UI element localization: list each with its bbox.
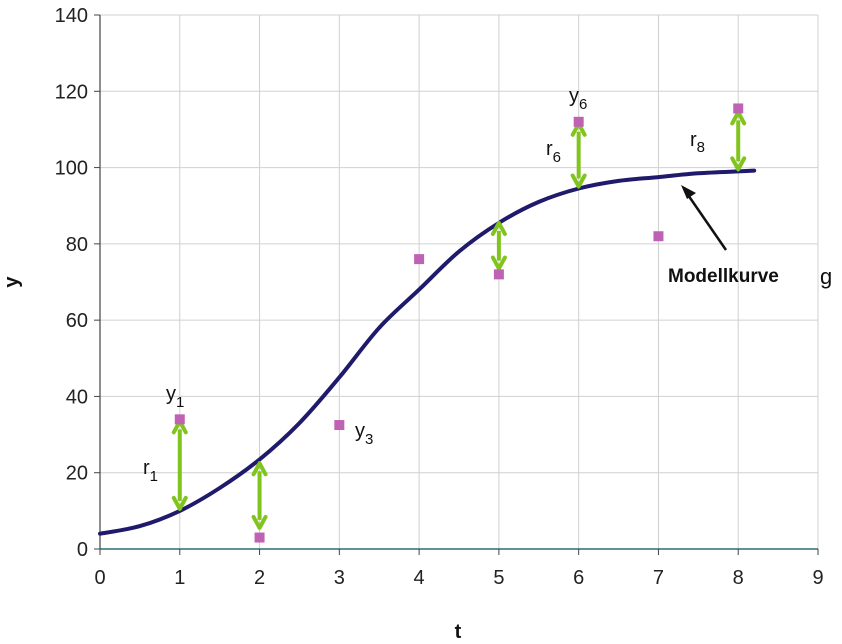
x-tick-label: 6	[573, 567, 584, 589]
x-tick-label: 1	[174, 567, 185, 589]
residual-head-bottom	[171, 495, 188, 511]
tick-labels: 0 1 2 3 4 5 6 7 8 9 0 20 40 60 80 100 120 140	[55, 5, 824, 589]
residual-head-bottom	[490, 255, 507, 271]
label-y1: y1	[166, 383, 184, 411]
model-callout-arrowhead	[681, 185, 696, 199]
residual-head-top	[251, 461, 268, 477]
x-axis-title: t	[455, 621, 462, 643]
data-point	[174, 414, 185, 425]
residual-head-bottom	[251, 514, 268, 530]
data-point	[733, 103, 744, 114]
data-point	[334, 420, 345, 431]
y-tick-label: 0	[77, 539, 88, 561]
label-modellkurve: Modellkurve	[668, 266, 779, 287]
residual-arrow	[251, 461, 268, 530]
data-point	[493, 269, 504, 280]
residual-head-bottom	[570, 173, 587, 189]
x-tick-label: 4	[414, 567, 425, 589]
model-curve-layer	[98, 168, 757, 536]
data-point	[254, 532, 265, 543]
label-r6: r6	[546, 138, 561, 166]
residual-head-top	[490, 220, 507, 236]
x-tick-label: 5	[493, 567, 504, 589]
label-y3: y3	[355, 420, 373, 448]
y-tick-label: 40	[66, 386, 88, 408]
residual-arrow	[730, 110, 747, 172]
y-tick-label: 80	[66, 234, 88, 256]
x-tick-label: 0	[94, 567, 105, 589]
model-callout-line	[684, 191, 728, 251]
x-tick-label: 9	[812, 567, 823, 589]
y-tick-label: 100	[55, 158, 88, 180]
grid	[100, 14, 819, 549]
residual-arrow	[570, 121, 587, 189]
data-point	[573, 116, 584, 127]
label-r1: r1	[143, 457, 158, 485]
annotations: y1 r1 y3 y6 r6 r8 Modellkurve g	[143, 85, 832, 485]
data-point	[414, 254, 425, 265]
y-axis-title: y	[1, 276, 23, 288]
data-point	[653, 231, 664, 242]
label-model-g: g	[820, 264, 832, 289]
model-curve	[98, 168, 757, 536]
x-tick-label: 2	[254, 567, 265, 589]
x-tick-label: 3	[334, 567, 345, 589]
residual-head-bottom	[730, 156, 747, 172]
x-tick-label: 8	[733, 567, 744, 589]
axes	[94, 14, 819, 555]
residual-arrow	[490, 220, 507, 271]
y-tick-label: 120	[55, 81, 88, 103]
data-points	[174, 103, 744, 543]
label-y6: y6	[569, 85, 587, 113]
y-tick-label: 20	[66, 463, 88, 485]
y-tick-label: 140	[55, 5, 88, 27]
residual-arrow	[171, 419, 188, 511]
label-r8: r8	[690, 129, 705, 156]
x-tick-label: 7	[653, 567, 664, 589]
y-tick-label: 60	[66, 310, 88, 332]
